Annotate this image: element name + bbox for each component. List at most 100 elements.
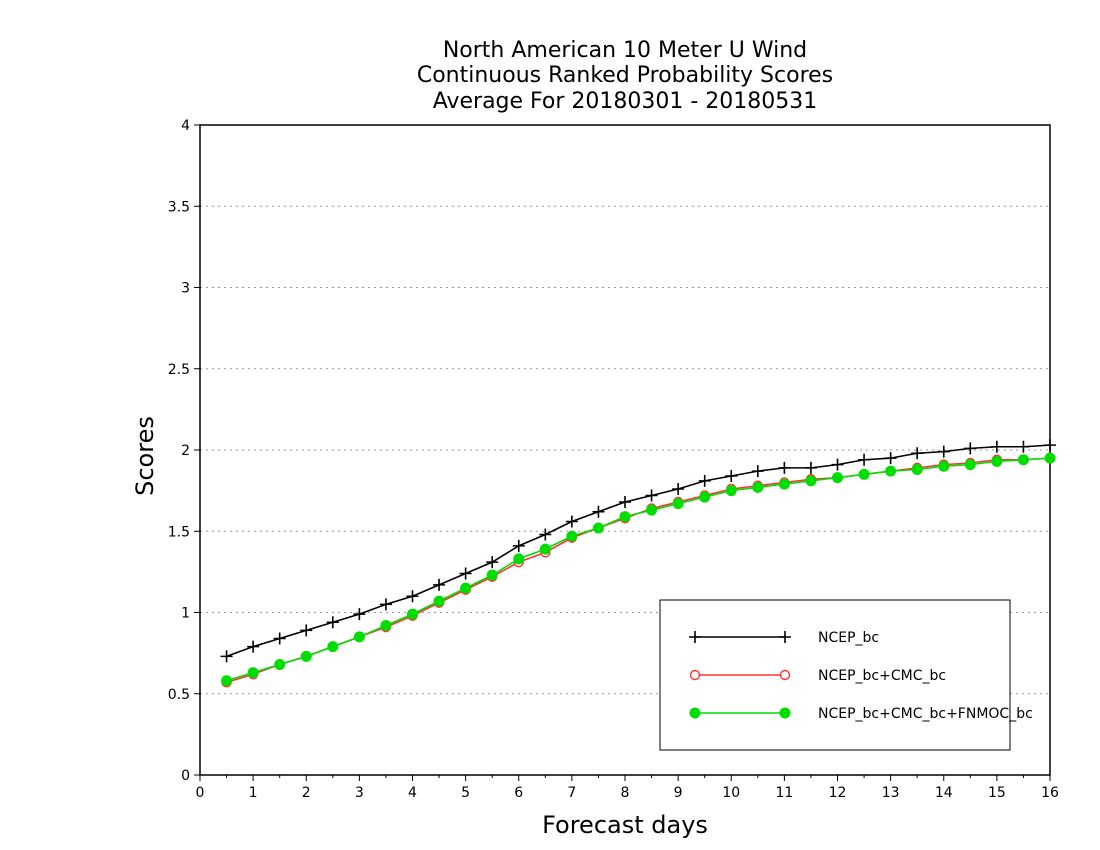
data-point (433, 578, 446, 591)
data-point (273, 632, 286, 645)
data-point (804, 461, 817, 474)
data-point (725, 485, 737, 497)
x-tick-label: 0 (196, 785, 205, 801)
data-point (407, 608, 418, 620)
y-tick-label: 0.5 (168, 687, 190, 703)
data-point (1017, 454, 1029, 466)
data-point (645, 489, 658, 502)
x-tick-label: 9 (674, 785, 683, 801)
data-point (353, 631, 365, 643)
data-point (565, 515, 578, 528)
x-tick-label: 10 (722, 785, 740, 801)
data-point (831, 458, 844, 471)
data-point (1017, 440, 1030, 453)
x-tick-label: 11 (775, 785, 793, 801)
data-point (699, 491, 711, 503)
x-tick-label: 3 (355, 785, 364, 801)
data-point (406, 590, 419, 603)
data-point (592, 505, 605, 518)
data-point (619, 496, 631, 508)
x-tick-label: 14 (935, 785, 953, 801)
data-point (646, 504, 658, 516)
x-axis-label: Forecast days (542, 811, 708, 839)
legend-item: NCEP_bc (689, 630, 879, 646)
data-point (779, 669, 791, 681)
data-point (247, 640, 260, 653)
x-tick-label: 2 (302, 785, 311, 801)
data-point (805, 475, 817, 487)
x-tick-label: 1 (249, 785, 258, 801)
data-point (751, 465, 764, 478)
data-point (300, 650, 312, 662)
x-tick-label: 15 (988, 785, 1006, 801)
y-tick-label: 0 (181, 768, 190, 784)
data-point (566, 530, 578, 542)
data-point (247, 667, 259, 679)
y-tick-label: 1.5 (168, 524, 190, 540)
data-point (486, 556, 499, 569)
data-point (1044, 439, 1056, 452)
data-point (964, 442, 977, 455)
data-point (619, 511, 631, 523)
y-tick-label: 1 (181, 606, 190, 622)
y-tick-label: 4 (181, 118, 190, 134)
data-point (937, 445, 950, 458)
x-tick-label: 7 (567, 785, 576, 801)
data-point (911, 447, 924, 460)
series-line (226, 444, 1051, 658)
legend-label: NCEP_bc+CMC_bc+FNMOC_bc (818, 706, 1033, 722)
data-point (486, 569, 498, 581)
data-point (698, 474, 711, 487)
data-point (964, 459, 976, 471)
chart-title-line-2: Continuous Ranked Probability Scores (416, 63, 834, 88)
data-point (911, 464, 923, 475)
data-point (858, 453, 871, 466)
y-axis-label: Scores (131, 416, 159, 496)
legend-item: NCEP_bc+CMC_bc (689, 668, 946, 684)
data-point (1044, 452, 1056, 464)
x-tick-label: 6 (514, 785, 523, 801)
x-tick-label: 4 (408, 785, 417, 801)
data-point (991, 455, 1003, 467)
data-point (539, 543, 551, 555)
data-point (353, 608, 366, 621)
data-point (539, 528, 552, 541)
data-point (779, 631, 791, 643)
data-point (672, 498, 684, 510)
data-point (689, 669, 701, 681)
data-point (990, 440, 1003, 453)
data-point (689, 631, 701, 643)
chart-title-line-1: North American 10 Meter U Wind (442, 38, 808, 63)
data-point (778, 461, 791, 474)
data-point (752, 481, 764, 493)
data-point (379, 598, 392, 611)
data-point (380, 620, 392, 631)
data-point (938, 460, 950, 472)
legend: NCEP_bc NCEP_bc+CMC_bc NCEP_bc+CMC_bc+FNMO… (659, 599, 1033, 751)
data-point (725, 470, 738, 482)
x-tick-label: 16 (1041, 785, 1059, 801)
x-tick-label: 13 (882, 785, 900, 801)
data-point (459, 567, 472, 580)
x-tick-label: 12 (829, 785, 847, 801)
data-point (433, 595, 445, 607)
data-point (832, 472, 843, 484)
data-point (512, 539, 525, 552)
data-point (884, 452, 897, 465)
legend-item: NCEP_bc+CMC_bc+FNMOC_bc (689, 706, 1033, 722)
x-tick-label: 5 (461, 785, 470, 801)
data-point (327, 641, 339, 653)
y-tick-label: 2.5 (168, 362, 190, 378)
data-point (326, 616, 339, 629)
data-point (300, 624, 313, 637)
legend-label: NCEP_bc (818, 630, 879, 646)
legend-label: NCEP_bc+CMC_bc (818, 668, 946, 684)
data-point (221, 675, 233, 687)
data-point (689, 707, 701, 719)
chart-title-line-3: Average For 20180301 - 20180531 (432, 89, 818, 114)
data-point (220, 650, 233, 663)
x-tick-label: 8 (621, 785, 630, 801)
y-tick-label: 3 (181, 281, 190, 297)
